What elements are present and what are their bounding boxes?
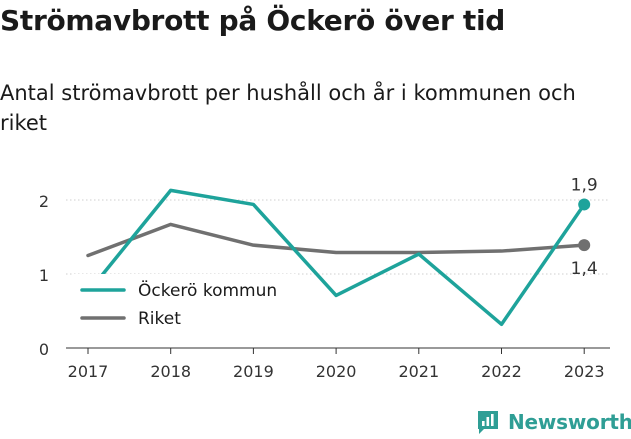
brand-name: Newsworthy — [508, 410, 631, 434]
x-tick-label: 2023 — [564, 362, 605, 381]
legend-label-ockero: Öckerö kommun — [138, 279, 277, 301]
x-tick-label: 2018 — [150, 362, 191, 381]
y-tick-label: 2 — [39, 192, 49, 211]
end-value-label-ockero: 1,9 — [571, 175, 598, 195]
series-line-riket — [88, 224, 584, 255]
bar-chart-logo-icon — [476, 409, 500, 435]
x-tick-label: 2022 — [481, 362, 522, 381]
series-end-point-riket — [578, 239, 590, 251]
end-value-label-riket: 1,4 — [571, 259, 598, 279]
newsworthy-brand: Newsworthy — [476, 405, 631, 439]
x-tick-label: 2019 — [233, 362, 274, 381]
x-tick-label: 2017 — [68, 362, 109, 381]
x-tick-label: 2021 — [398, 362, 439, 381]
y-tick-label: 0 — [39, 340, 49, 359]
legend-label-riket: Riket — [138, 309, 181, 329]
line-chart: 0 1 2 2017 2018 2019 2020 2021 2022 2023 1,9 1,4 Öck… — [0, 0, 631, 439]
series-end-point-ockero — [578, 198, 590, 210]
y-tick-label: 1 — [39, 266, 49, 285]
x-tick-label: 2020 — [316, 362, 357, 381]
